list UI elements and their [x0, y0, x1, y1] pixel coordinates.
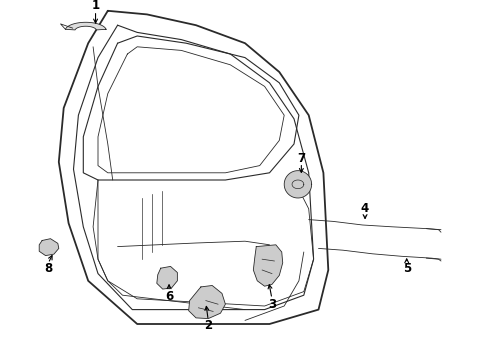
Polygon shape — [157, 266, 177, 289]
Polygon shape — [189, 285, 225, 319]
Text: 8: 8 — [44, 262, 52, 275]
Text: 2: 2 — [204, 319, 212, 332]
Text: 3: 3 — [268, 298, 276, 311]
Polygon shape — [253, 245, 283, 286]
Text: 7: 7 — [297, 152, 305, 165]
Text: 5: 5 — [403, 262, 411, 275]
Polygon shape — [284, 171, 312, 198]
Text: 1: 1 — [92, 0, 99, 12]
Text: 6: 6 — [165, 291, 173, 303]
Polygon shape — [66, 22, 106, 30]
Text: 4: 4 — [361, 202, 369, 215]
Polygon shape — [39, 239, 59, 256]
